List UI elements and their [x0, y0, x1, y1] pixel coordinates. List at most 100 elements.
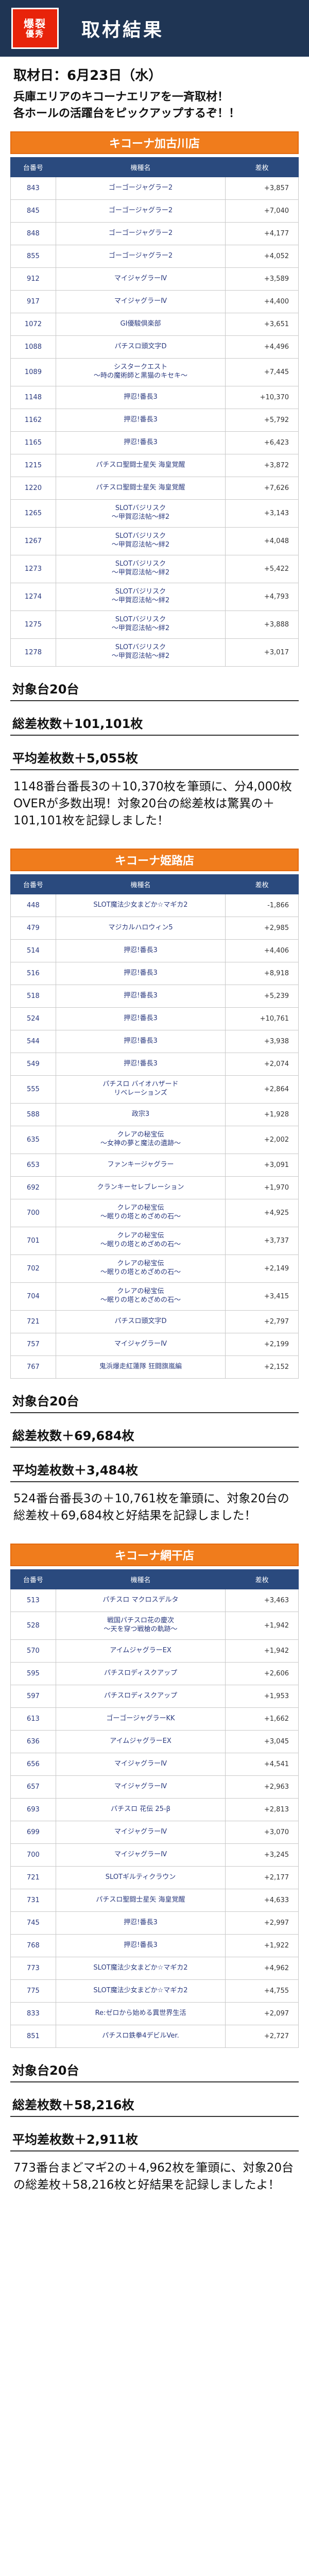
machine-number: 1089 [10, 358, 56, 386]
table-header-row: 台番号 機種名 差枚 [10, 157, 299, 177]
machine-name: 押忍!番長3 [55, 431, 226, 454]
machine-number: 1275 [10, 610, 56, 639]
machine-number: 448 [10, 893, 56, 917]
diff-value: +3,091 [225, 1153, 299, 1177]
machine-number: 693 [10, 1798, 56, 1821]
machine-number: 479 [10, 916, 56, 940]
diff-value: +3,070 [225, 1820, 299, 1844]
table-row: 1148 押忍!番長3 +10,370 [10, 385, 299, 409]
table-row: 845 ゴーゴージャグラー2 +7,040 [10, 199, 299, 223]
machine-number: 555 [10, 1075, 56, 1104]
diff-value: +1,942 [225, 1611, 299, 1640]
target-count: 対象台20台 [10, 674, 299, 701]
machine-number: 588 [10, 1103, 56, 1126]
machine-number: 701 [10, 1226, 56, 1255]
diff-value: +2,864 [225, 1075, 299, 1104]
machine-name: 押忍!番長3 [55, 408, 226, 432]
machine-name: SLOT魔法少女まどか☆マギカ2 [55, 1956, 226, 1980]
machine-name: マジカルハロウィン5 [55, 916, 226, 940]
table-row: 1275 SLOTバジリスク ～甲賀忍法帖～絆2 +3,888 [10, 610, 299, 639]
machine-name: パチスロ聖闘士星矢 海皇覚醒 [55, 1888, 226, 1912]
machine-name: 押忍!番長3 [55, 961, 226, 985]
machine-number: 528 [10, 1611, 56, 1640]
table-row: 513 パチスロ マクロスデルタ +3,463 [10, 1588, 299, 1612]
machine-number: 544 [10, 1029, 56, 1053]
machine-number: 767 [10, 1355, 56, 1379]
machine-number: 1148 [10, 385, 56, 409]
average-diff: 平均差枚数＋5,055枚 [10, 743, 299, 770]
machine-number: 843 [10, 176, 56, 200]
machine-number: 595 [10, 1662, 56, 1685]
table-row: 1088 パチスロ頭文字D +4,496 [10, 335, 299, 359]
diff-value: +4,400 [225, 290, 299, 313]
machine-name: パチスロ頭文字D [55, 335, 226, 359]
diff-value: +5,239 [225, 984, 299, 1008]
table-row: 514 押忍!番長3 +4,406 [10, 939, 299, 962]
machine-number: 704 [10, 1282, 56, 1311]
machine-number: 516 [10, 961, 56, 985]
diff-value: +4,925 [225, 1198, 299, 1227]
machine-number: 745 [10, 1911, 56, 1935]
diff-value: +1,953 [225, 1684, 299, 1708]
machine-number: 1278 [10, 638, 56, 667]
table-row: 448 SLOT魔法少女まどか☆マギカ2 -1,866 [10, 893, 299, 917]
diff-value: +3,651 [225, 312, 299, 336]
machine-number: 549 [10, 1052, 56, 1076]
table-row: 1265 SLOTバジリスク ～甲賀忍法帖～絆2 +3,143 [10, 499, 299, 528]
diff-value: +3,045 [225, 1730, 299, 1753]
machine-name: 鬼浜爆走紅蓮隊 狂闘旗嵐編 [55, 1355, 226, 1379]
machine-name: アイムジャグラーEX [55, 1639, 226, 1663]
table-row: 657 マイジャグラーⅣ +2,963 [10, 1775, 299, 1799]
table-row: 518 押忍!番長3 +5,239 [10, 984, 299, 1008]
machine-name: クランキーセレブレーション [55, 1176, 226, 1199]
machine-name: SLOTバジリスク ～甲賀忍法帖～絆2 [55, 610, 226, 639]
machine-name: パチスロ聖闘士星矢 海皇覚醒 [55, 453, 226, 477]
diff-value: -1,866 [225, 893, 299, 917]
diff-value: +4,962 [225, 1956, 299, 1980]
table-row: 1089 シスタークエスト ～時の魔術師と黒猫のキセキ～ +7,445 [10, 358, 299, 386]
table-row: 855 ゴーゴージャグラー2 +4,052 [10, 244, 299, 268]
machine-name: アイムジャグラーEX [55, 1730, 226, 1753]
table-row: 693 パチスロ 花伝 25-β +2,813 [10, 1798, 299, 1821]
machine-name: パチスロ鉄拳4デビルVer. [55, 2024, 226, 2048]
diff-value: +2,177 [225, 1866, 299, 1889]
machine-name: マイジャグラーⅣ [55, 1843, 226, 1867]
diff-value: +3,737 [225, 1226, 299, 1255]
table-row: 653 ファンキージャグラー +3,091 [10, 1153, 299, 1177]
table-row: 544 押忍!番長3 +3,938 [10, 1029, 299, 1053]
machine-name: SLOT魔法少女まどか☆マギカ2 [55, 1979, 226, 2003]
diff-value: +4,406 [225, 939, 299, 962]
table-row: 613 ゴーゴージャグラーKK +1,662 [10, 1707, 299, 1731]
machine-name: マイジャグラーⅣ [55, 267, 226, 291]
machine-name: SLOTバジリスク ～甲賀忍法帖～絆2 [55, 554, 226, 583]
machine-name: 押忍!番長3 [55, 984, 226, 1008]
diff-value: +8,918 [225, 961, 299, 985]
diff-value: +1,662 [225, 1707, 299, 1731]
store-section: キコーナ姫路店 台番号 機種名 差枚 448 SLOT魔法少女まどか☆マギカ2 -1,866… [10, 848, 299, 1530]
machine-name: クレアの秘宝伝 ～眠りの塔とめざめの石～ [55, 1226, 226, 1255]
machine-name: 押忍!番長3 [55, 385, 226, 409]
machine-number: 855 [10, 244, 56, 268]
machine-name: 政宗3 [55, 1103, 226, 1126]
table-row: 595 パチスロディスクアップ +2,606 [10, 1662, 299, 1685]
machine-number: 773 [10, 1956, 56, 1980]
machine-number: 699 [10, 1820, 56, 1844]
table-row: 1267 SLOTバジリスク ～甲賀忍法帖～絆2 +4,048 [10, 527, 299, 555]
table-row: 702 クレアの秘宝伝 ～眠りの塔とめざめの石～ +2,149 [10, 1254, 299, 1283]
table-row: 700 クレアの秘宝伝 ～眠りの塔とめざめの石～ +4,925 [10, 1198, 299, 1227]
machine-number: 524 [10, 1007, 56, 1030]
table-row: 848 ゴーゴージャグラー2 +4,177 [10, 222, 299, 245]
machine-number: 768 [10, 1934, 56, 1957]
diff-value: +2,997 [225, 1911, 299, 1935]
logo-line1: 爆裂 [24, 18, 46, 30]
table-row: 570 アイムジャグラーEX +1,942 [10, 1639, 299, 1663]
machine-name: SLOTバジリスク ～甲賀忍法帖～絆2 [55, 527, 226, 555]
diff-value: +4,048 [225, 527, 299, 555]
machine-name: ゴーゴージャグラー2 [55, 244, 226, 268]
machine-number: 1273 [10, 554, 56, 583]
table-row: 1273 SLOTバジリスク ～甲賀忍法帖～絆2 +5,422 [10, 554, 299, 583]
diff-value: +3,463 [225, 1588, 299, 1612]
machine-number: 1265 [10, 499, 56, 528]
machine-number: 635 [10, 1125, 56, 1154]
machine-name: ゴーゴージャグラーKK [55, 1707, 226, 1731]
